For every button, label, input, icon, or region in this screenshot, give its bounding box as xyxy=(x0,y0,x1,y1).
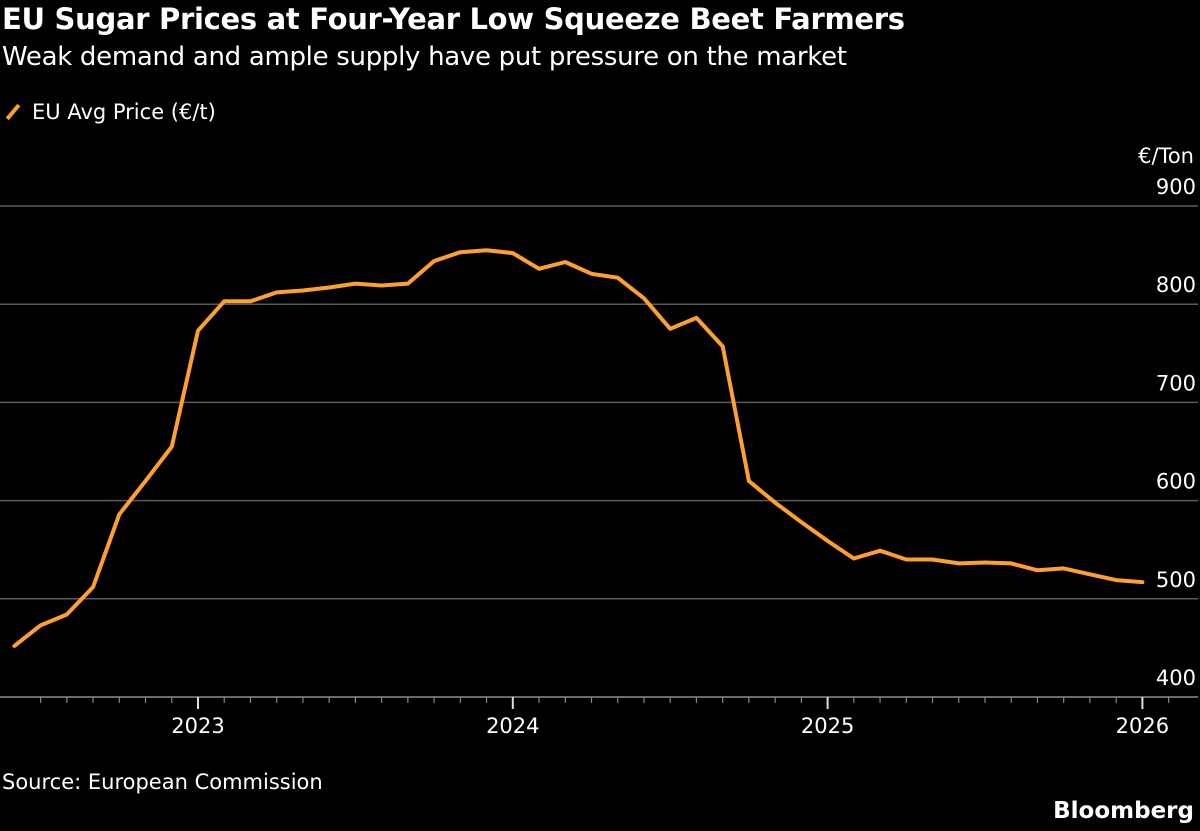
source-note: Source: European Commission xyxy=(2,770,323,794)
series-line-eu-avg-price xyxy=(12,248,1145,648)
y-tick-label: 900 xyxy=(1156,175,1196,199)
x-tick-label: 2023 xyxy=(171,714,224,738)
chart-subtitle: Weak demand and ample supply have put pr… xyxy=(2,42,847,72)
chart-title: EU Sugar Prices at Four-Year Low Squeeze… xyxy=(2,2,905,36)
bloomberg-logo: Bloomberg xyxy=(1053,798,1194,824)
y-tick-label: 400 xyxy=(1156,666,1196,690)
y-tick-label: 600 xyxy=(1156,470,1196,494)
legend: EU Avg Price (€/t) xyxy=(4,100,216,124)
y-tick-label: 500 xyxy=(1156,568,1196,592)
x-tick-label: 2025 xyxy=(801,714,854,738)
y-axis-unit: €/Ton xyxy=(1138,144,1194,168)
legend-label: EU Avg Price (€/t) xyxy=(32,100,216,124)
x-tick-label: 2026 xyxy=(1116,714,1169,738)
x-tick-label: 2024 xyxy=(486,714,539,738)
y-tick-label: 800 xyxy=(1156,273,1196,297)
y-tick-label: 700 xyxy=(1156,371,1196,395)
